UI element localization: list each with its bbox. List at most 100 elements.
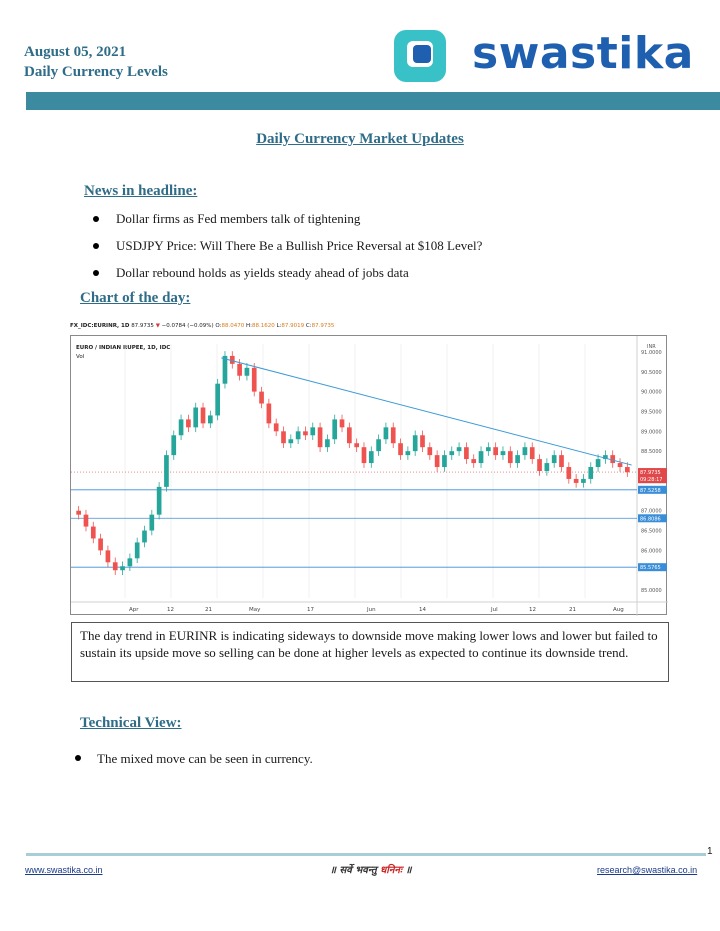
x-tick-label: Aug	[613, 607, 624, 613]
x-tick-label: 12	[167, 607, 174, 613]
candle-body	[529, 447, 535, 460]
candle-body	[500, 451, 506, 456]
candle-body	[259, 391, 264, 404]
price-tag-label: 09:28:17	[640, 477, 662, 483]
candle-body	[566, 467, 572, 479]
y-tick-label: 90.0000	[641, 390, 662, 396]
candle-body	[493, 447, 498, 456]
news-item: Dollar firms as Fed members talk of tigh…	[92, 210, 482, 237]
candle-body	[325, 439, 330, 448]
price-tag	[638, 563, 667, 572]
brand-name: swastika	[472, 28, 694, 79]
x-tick-label: 17	[307, 607, 314, 613]
candle-body	[244, 367, 250, 376]
y-tick-label: 89.0000	[641, 429, 662, 435]
candle-body	[544, 463, 550, 471]
candle-body	[515, 455, 520, 464]
candle-body	[595, 459, 601, 468]
swastika-logo-icon	[394, 30, 446, 82]
news-item: USDJPY Price: Will There Be a Bullish Pr…	[92, 237, 482, 264]
x-tick-label: Jul	[490, 607, 498, 613]
report-subtitle: Daily Currency Levels	[24, 64, 168, 80]
candle-body	[551, 455, 557, 464]
chart-symbol-bar: FX_IDC:EURINR, 1D 87.9735 ▼ −0.0784 (−0.…	[70, 323, 335, 329]
candle-body	[200, 407, 206, 424]
candle-body	[215, 383, 220, 416]
candle-body	[317, 427, 323, 448]
x-tick-label: 21	[205, 607, 212, 613]
candle-body	[251, 367, 257, 392]
candle-body	[164, 455, 169, 487]
chart-currency-label: INR	[647, 344, 656, 350]
x-tick-label: 21	[569, 607, 576, 613]
x-tick-label: 12	[529, 607, 536, 613]
price-tag-label: 86.8086	[640, 516, 661, 522]
report-date: August 05, 2021	[24, 44, 127, 60]
candle-body	[171, 435, 177, 456]
website-link[interactable]: www.swastika.co.in	[25, 865, 103, 875]
candle-body	[376, 439, 381, 452]
news-item: Dollar rebound holds as yields steady ah…	[92, 264, 482, 291]
email-link[interactable]: research@swastika.co.in	[597, 865, 698, 875]
candle-body	[83, 514, 89, 527]
x-tick-label: Apr	[129, 607, 139, 613]
candle-body	[310, 427, 316, 436]
y-tick-label: 88.5000	[641, 449, 662, 455]
candle-body	[522, 447, 528, 456]
candle-body	[603, 455, 608, 460]
technical-list: The mixed move can be seen in currency.	[74, 750, 313, 768]
candle-body	[105, 550, 111, 563]
candle-body	[449, 451, 455, 456]
footer-divider	[26, 853, 706, 856]
technical-heading: Technical View:	[80, 715, 182, 731]
candle-body	[178, 419, 184, 436]
candle-body	[537, 459, 542, 471]
candle-body	[295, 431, 301, 440]
motto-end: ॥	[405, 865, 412, 876]
candle-body	[405, 451, 411, 456]
candle-body	[156, 486, 162, 515]
candle-body	[186, 419, 191, 428]
candle-body	[112, 562, 118, 571]
candle-body	[588, 467, 594, 479]
candle-body	[332, 419, 338, 440]
news-heading: News in headline:	[84, 183, 198, 199]
candle-body	[486, 447, 491, 452]
candle-body	[339, 419, 345, 428]
candle-body	[98, 538, 103, 551]
chart-legend: EURO / INDIAN RUPEE, 1D, IDC	[76, 345, 170, 351]
report-header: August 05, 2021 Daily Currency Levels	[24, 42, 168, 82]
price-tag	[638, 468, 667, 477]
resistance-trendline	[221, 357, 632, 466]
candle-body	[573, 478, 579, 483]
candle-body	[229, 355, 235, 364]
motto-highlight: धनिनः	[380, 865, 403, 876]
y-tick-label: 90.5000	[641, 370, 662, 376]
candle-body	[559, 455, 564, 468]
motto-part: ॥ सर्वे भवन्तु	[330, 865, 377, 876]
price-tag-label: 85.5765	[640, 565, 661, 571]
trend-commentary: The day trend in EURINR is indicating si…	[71, 622, 669, 682]
down-arrow-icon: ▼	[155, 323, 160, 329]
candle-body	[120, 566, 125, 571]
candle-body	[471, 459, 477, 464]
y-tick-label: 85.0000	[641, 588, 662, 594]
chart-heading: Chart of the day:	[80, 290, 191, 306]
price-tag	[638, 475, 667, 484]
candle-body	[354, 443, 359, 448]
price-tag	[638, 514, 667, 523]
candle-body	[222, 355, 228, 384]
candle-body	[288, 439, 294, 444]
candle-body	[273, 423, 279, 432]
chart-open: 88.0470	[221, 323, 245, 329]
candle-body	[142, 530, 147, 543]
chart-canvas: EURO / INDIAN RUPEE, 1D, IDC Vol INR 91.…	[71, 336, 668, 616]
candle-body	[193, 407, 199, 428]
y-tick-label: 87.0000	[641, 509, 662, 515]
candle-body	[281, 431, 286, 444]
candle-body	[127, 558, 133, 567]
candle-body	[266, 403, 272, 424]
candle-body	[398, 443, 403, 456]
candle-body	[507, 451, 513, 464]
candle-body	[76, 510, 81, 515]
